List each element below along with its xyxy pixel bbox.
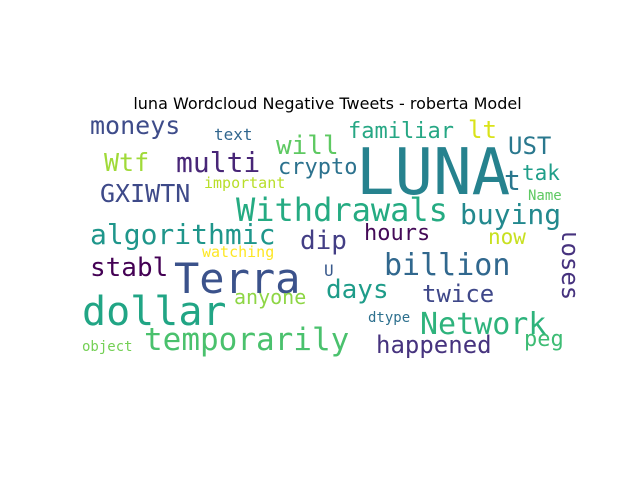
word-dtype: dtype	[368, 310, 410, 326]
word-network: Network	[420, 307, 546, 342]
word-crypto: crypto	[278, 155, 357, 180]
word-familiar: familiar	[348, 119, 454, 144]
word-tak: tak	[522, 161, 560, 185]
word-days: days	[326, 275, 389, 305]
word-t: t	[504, 164, 521, 197]
word-dip: dip	[300, 226, 347, 256]
word-billion: billion	[384, 248, 510, 283]
word-hours: hours	[364, 221, 430, 246]
word-name: Name	[528, 188, 562, 204]
chart-title: luna Wordcloud Negative Tweets - roberta…	[133, 94, 522, 113]
word-lt: lt	[468, 116, 497, 144]
word-loses: loses	[556, 228, 576, 300]
word-important: important	[204, 174, 285, 192]
word-object: object	[82, 339, 133, 355]
word-luna: LUNA	[356, 136, 510, 210]
word-multi: multi	[176, 146, 260, 179]
word-terra: Terra	[174, 254, 300, 303]
word-stabl: stabl	[90, 253, 168, 283]
word-withdrawals: Withdrawals	[236, 191, 448, 229]
word-watching: watching	[202, 243, 274, 261]
word-algorithmic: algorithmic	[90, 218, 275, 251]
wordcloud: LUNA Terra dollar Withdrawals temporarily Net…	[80, 111, 584, 364]
word-wtf: Wtf	[104, 148, 149, 177]
word-ust: UST	[508, 132, 551, 160]
word-twice: twice	[422, 280, 494, 308]
word-will: will	[276, 131, 339, 161]
word-peg: peg	[524, 327, 564, 352]
word-buying: buying	[460, 198, 561, 231]
word-text: text	[214, 125, 253, 144]
word-moneys: moneys	[90, 116, 180, 140]
word-gxiwtn: GXIWTN	[100, 179, 190, 208]
word-u: U	[324, 261, 334, 280]
word-happened: happened	[376, 331, 492, 359]
word-anyone: anyone	[234, 285, 306, 309]
word-dollar: dollar	[82, 289, 227, 335]
word-temporarily: temporarily	[144, 322, 349, 358]
word-now: now	[488, 225, 526, 249]
